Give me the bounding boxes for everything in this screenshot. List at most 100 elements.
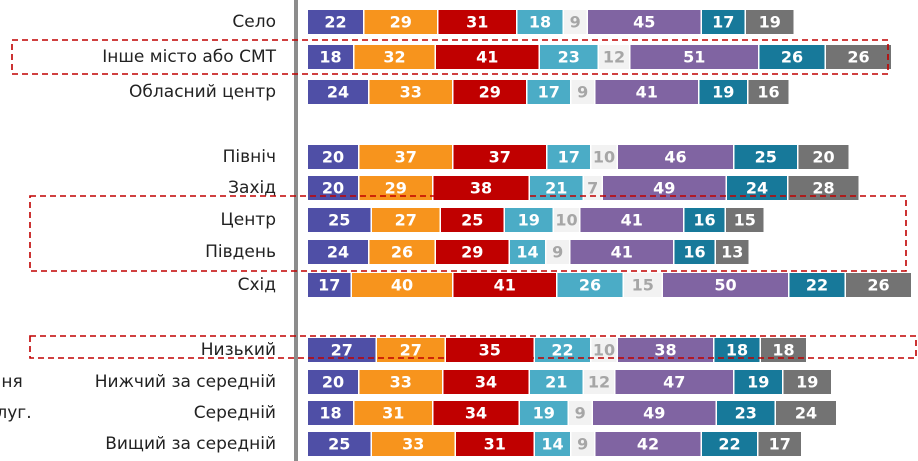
bar-segment [758,432,801,456]
bar-segment [557,273,623,297]
data-label: 19 [712,83,734,102]
bar-segment [527,80,570,104]
data-label: 31 [382,404,404,423]
bar-segment [369,80,452,104]
bar-segment [618,145,733,169]
data-label: 34 [475,373,497,392]
bar-segment [308,240,368,264]
bar-segment [436,45,539,69]
data-label: 18 [726,341,748,360]
data-label: 18 [319,404,341,423]
data-label: 16 [683,243,705,262]
bar-segment [595,432,701,456]
bar-segment [443,370,529,394]
bar-segment [571,432,594,456]
data-label: 31 [466,13,488,32]
bar-segment [746,10,794,34]
data-label: 24 [327,83,349,102]
data-label: 25 [328,211,350,230]
bar-segment [308,273,351,297]
bar-segment [588,10,701,34]
bar-segment [699,80,747,104]
data-label: 41 [636,83,658,102]
bar-segment [453,273,556,297]
bar-segment [798,145,849,169]
data-label: 29 [385,179,407,198]
data-label: 25 [755,148,777,167]
data-label: 33 [390,373,412,392]
highlight-box [11,39,889,75]
data-label: 49 [653,179,675,198]
bar-segment [517,10,563,34]
bar-segment [359,370,442,394]
bar-segment [433,401,519,425]
data-label: 14 [516,243,538,262]
bar-segment [684,208,725,232]
data-label: 34 [465,404,487,423]
category-label: Нижчий за середній [95,372,276,392]
bar-segment [591,145,617,169]
data-label: 13 [721,243,743,262]
data-label: 22 [551,341,573,360]
data-label: 31 [484,435,506,454]
bar-segment [352,273,452,297]
data-label: 26 [781,48,803,67]
data-label: 27 [400,341,422,360]
data-label: 24 [327,243,349,262]
data-label: 10 [593,148,615,167]
bar-segment [438,10,516,34]
data-label: 9 [575,404,586,423]
bar-segment [354,45,435,69]
data-label: 19 [533,404,555,423]
data-label: 29 [479,83,501,102]
data-label: 16 [757,83,779,102]
data-label: 19 [796,373,818,392]
data-label: 19 [518,211,540,230]
data-label: 27 [331,341,353,360]
bar-segment [624,273,662,297]
data-label: 16 [693,211,715,230]
data-label: 51 [683,48,705,67]
data-label: 37 [489,148,511,167]
bar-segment [540,45,598,69]
bar-segment [570,240,673,264]
bar-segment [584,176,602,200]
data-label: 15 [734,211,756,230]
bar-segment [308,370,358,394]
bar-segment [776,401,836,425]
data-label: 40 [391,276,413,295]
bar-segment [702,432,757,456]
data-label: 23 [735,404,757,423]
category-label: Низький [201,340,276,360]
bar-segment [759,45,825,69]
data-label: 9 [552,243,563,262]
data-label: 50 [714,276,736,295]
bar-segment [308,432,371,456]
bar-segment [571,80,594,104]
bar-segment [783,370,831,394]
data-label: 7 [587,179,598,198]
bar-segment [727,176,787,200]
bar-segment [546,240,569,264]
bar-segment [441,208,504,232]
data-label: 41 [621,211,643,230]
bar-segment [630,45,758,69]
bar-segment [547,145,590,169]
bar-segment [369,240,435,264]
data-label: 17 [558,148,580,167]
data-label: 9 [570,13,581,32]
data-label: 24 [746,179,768,198]
data-label: 41 [494,276,516,295]
data-label: 49 [643,404,665,423]
data-label: 22 [718,435,740,454]
bar-segment [372,208,440,232]
data-label: 37 [395,148,417,167]
category-label: Інше місто або СМТ [102,47,276,67]
data-label: 41 [476,48,498,67]
bar-segment [554,208,579,232]
highlight-box [29,195,907,272]
bar-segment [453,80,526,104]
bar-segment [726,208,764,232]
bar-segment [569,401,592,425]
bar-segment [826,45,891,69]
